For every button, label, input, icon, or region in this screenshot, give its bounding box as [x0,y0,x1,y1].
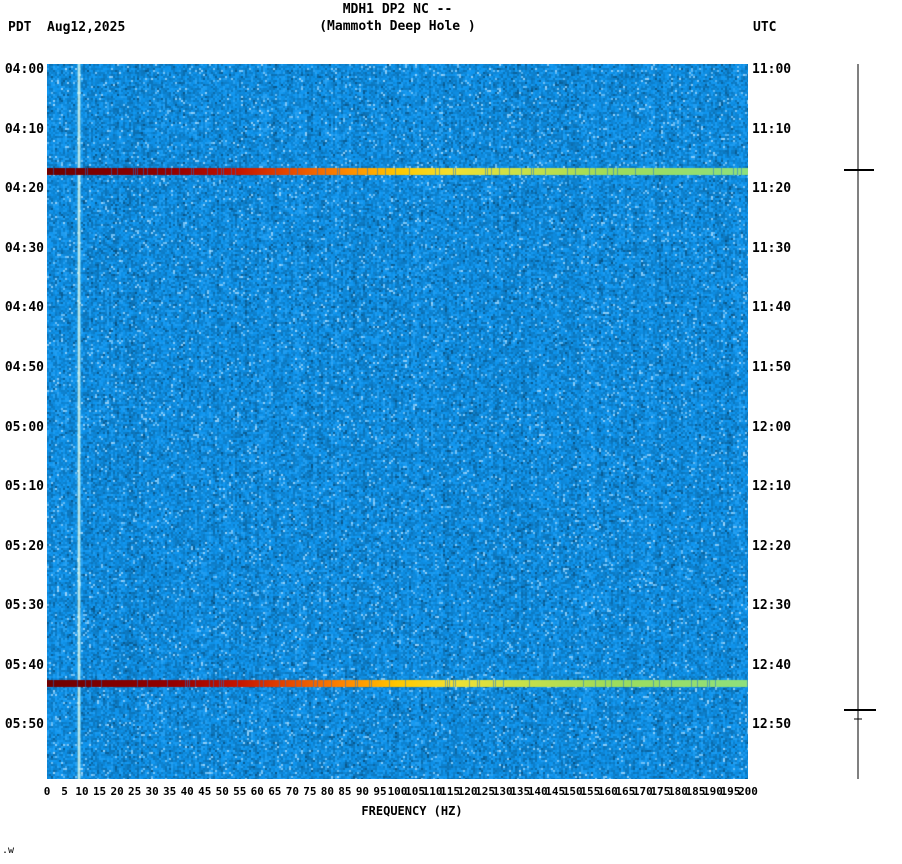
y-axis-label-left: 05:20 [0,540,44,553]
amplitude-trace [840,60,890,785]
chart-title: MDH1 DP2 NC -- [0,3,795,17]
y-axis-label-left: 05:00 [0,421,44,434]
spectrogram-page: MDH1 DP2 NC -- (Mammoth Deep Hole ) PDT … [0,0,902,864]
y-axis-label-right: 11:10 [752,123,798,136]
y-axis-label-left: 05:10 [0,480,44,493]
y-axis-label-left: 04:40 [0,301,44,314]
y-axis-label-left: 04:20 [0,182,44,195]
y-axis-label-right: 11:40 [752,301,798,314]
y-axis-label-right: 11:50 [752,361,798,374]
y-axis-label-right: 12:30 [752,599,798,612]
date-label: Aug12,2025 [47,20,125,35]
y-axis-label-left: 05:30 [0,599,44,612]
y-axis-label-left: 04:00 [0,63,44,76]
y-axis-label-right: 12:50 [752,718,798,731]
timezone-left-label: PDT [8,20,31,35]
y-axis-label-right: 11:00 [752,63,798,76]
y-axis-label-right: 12:40 [752,659,798,672]
y-axis-label-left: 04:30 [0,242,44,255]
y-axis-label-left: 04:50 [0,361,44,374]
y-axis-label-right: 12:10 [752,480,798,493]
y-axis-label-left: 04:10 [0,123,44,136]
y-axis-label-left: 05:40 [0,659,44,672]
x-axis-title: FREQUENCY (HZ) [312,804,512,818]
y-axis-label-right: 12:20 [752,540,798,553]
timezone-right-label: UTC [753,20,776,35]
corner-mark: .w [2,845,14,856]
y-axis-label-left: 05:50 [0,718,44,731]
spectrogram-canvas [47,64,748,779]
x-axis-label: 200 [733,785,763,798]
y-axis-label-right: 11:30 [752,242,798,255]
y-axis-label-right: 11:20 [752,182,798,195]
y-axis-label-right: 12:00 [752,421,798,434]
